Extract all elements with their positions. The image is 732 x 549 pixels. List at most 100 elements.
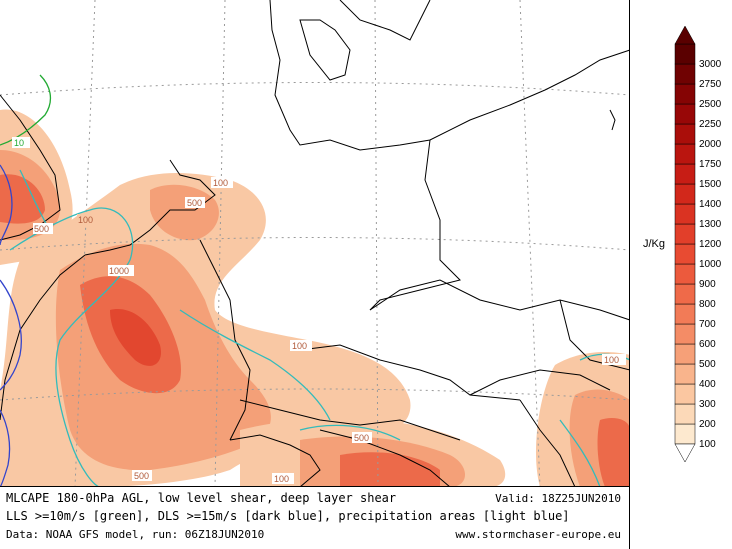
border-hu bbox=[469, 369, 611, 396]
border-cz bbox=[369, 279, 629, 321]
colorbar-tick-label: 2750 bbox=[699, 79, 722, 90]
colorbar-legend: J/Kg 100 200 300 400 500 600 700 800 900 1000 1200… bbox=[631, 0, 732, 487]
map-canvas: 10 100 500 1000 100 500 100 500 100 500 … bbox=[0, 0, 629, 486]
precipitation-contours bbox=[9, 169, 629, 486]
colorbar-tick-label: 200 bbox=[699, 419, 716, 430]
colorbar-tick-label: 300 bbox=[699, 399, 716, 410]
colorbar-segment bbox=[674, 203, 696, 225]
coast-north bbox=[269, 0, 629, 151]
contour-label: 500 bbox=[34, 224, 49, 234]
contour-label: 100 bbox=[274, 474, 289, 484]
footer-panel: MLCAPE 180-0hPa AGL, low level shear, de… bbox=[0, 487, 630, 549]
colorbar-tick-label: 2250 bbox=[699, 119, 722, 130]
colorbar-tick-label: 2500 bbox=[699, 99, 722, 110]
footer-data-source: Data: NOAA GFS model, run: 06Z18JUN2010 bbox=[6, 528, 265, 541]
contour-label: 100 bbox=[292, 341, 307, 351]
colorbar-segment bbox=[674, 63, 696, 85]
coast-baltic-island bbox=[609, 109, 616, 131]
contour-label: 100 bbox=[213, 178, 228, 188]
cape-area-france-peak bbox=[110, 309, 161, 366]
label-bg bbox=[185, 197, 205, 208]
coast-med bbox=[229, 434, 321, 486]
contour-label: 500 bbox=[134, 471, 149, 481]
colorbar-segments bbox=[674, 25, 696, 463]
contour-label: 1000 bbox=[109, 266, 129, 276]
colorbar-tick-label: 1300 bbox=[699, 219, 722, 230]
coast-scandinavia bbox=[339, 0, 431, 41]
colorbar-min-arrow bbox=[674, 443, 696, 463]
contour-label: 500 bbox=[354, 433, 369, 443]
colorbar-max-arrow bbox=[674, 25, 696, 45]
colorbar-svg: J/Kg 100 200 300 400 500 600 700 800 900 1000 1200… bbox=[643, 25, 722, 463]
colorbar-segment bbox=[674, 43, 696, 65]
border-alps bbox=[239, 399, 461, 441]
coast-uk bbox=[0, 94, 61, 241]
colorbar-tick-label: 400 bbox=[699, 379, 716, 390]
colorbar-tick-label: 600 bbox=[699, 339, 716, 350]
colorbar-segment bbox=[674, 143, 696, 165]
cape-area-east-high bbox=[597, 418, 629, 486]
coast-denmark bbox=[299, 19, 351, 81]
colorbar-segment bbox=[674, 343, 696, 365]
colorbar-segment bbox=[674, 83, 696, 105]
colorbar-segment bbox=[674, 123, 696, 145]
cape-fill-areas bbox=[0, 109, 629, 486]
colorbar-tick-label: 800 bbox=[699, 299, 716, 310]
label-bg bbox=[290, 340, 312, 351]
footer-valid-time: Valid: 18Z25JUN2010 bbox=[495, 492, 621, 505]
graticule bbox=[0, 0, 629, 486]
colorbar-segment bbox=[674, 283, 696, 305]
label-bg bbox=[33, 223, 53, 234]
colorbar-tick-label: 1400 bbox=[699, 199, 722, 210]
border-de-fr bbox=[199, 239, 251, 441]
label-bg bbox=[12, 137, 30, 148]
coast-benelux bbox=[84, 159, 216, 256]
label-bg bbox=[602, 354, 626, 365]
colorbar-tick-label: 1200 bbox=[699, 239, 722, 250]
colorbar-tick-label: 100 bbox=[699, 439, 716, 450]
colorbar-segment bbox=[674, 183, 696, 205]
colorbar-segment bbox=[674, 223, 696, 245]
colorbar-ticks: 100 200 300 400 500 600 700 800 900 1000 1200 1300 1… bbox=[699, 59, 722, 450]
label-bg bbox=[108, 265, 134, 276]
colorbar-tick-label: 3000 bbox=[699, 59, 722, 70]
colorbar-tick-label: 700 bbox=[699, 319, 716, 330]
colorbar-segment bbox=[674, 263, 696, 285]
contour-label: 100 bbox=[78, 215, 93, 225]
contour-label: 100 bbox=[604, 355, 619, 365]
colorbar-unit: J/Kg bbox=[643, 238, 665, 250]
footer-legend-line: LLS >=10m/s [green], DLS >=15m/s [dark b… bbox=[6, 509, 570, 523]
label-bg bbox=[272, 473, 294, 484]
coast-italy bbox=[319, 429, 450, 486]
label-bg bbox=[132, 470, 152, 481]
colorbar-segment bbox=[674, 423, 696, 445]
cape-map: 10 100 500 1000 100 500 100 500 100 500 … bbox=[0, 0, 630, 487]
contour-labels: 10 100 500 1000 100 500 100 500 100 500 … bbox=[12, 137, 626, 484]
border-de-pl bbox=[369, 139, 461, 311]
deep-layer-shear-contours bbox=[0, 164, 22, 486]
colorbar-segment bbox=[674, 103, 696, 125]
colorbar-tick-label: 1000 bbox=[699, 259, 722, 270]
colorbar-segment bbox=[674, 163, 696, 185]
label-bg bbox=[211, 177, 233, 188]
footer-title: MLCAPE 180-0hPa AGL, low level shear, de… bbox=[6, 491, 397, 505]
border-balkan bbox=[519, 399, 576, 486]
label-bg bbox=[77, 214, 97, 225]
colorbar-segment bbox=[674, 323, 696, 345]
colorbar-tick-label: 1500 bbox=[699, 179, 722, 190]
colorbar-tick-label: 1750 bbox=[699, 159, 722, 170]
colorbar-segment bbox=[674, 383, 696, 405]
colorbar-segment bbox=[674, 363, 696, 385]
colorbar-tick-label: 2000 bbox=[699, 139, 722, 150]
contour-label: 10 bbox=[14, 138, 24, 148]
footer-website: www.stormchaser-europe.eu bbox=[455, 528, 621, 541]
coastlines-borders bbox=[0, 0, 629, 486]
colorbar-tick-label: 500 bbox=[699, 359, 716, 370]
colorbar-segment bbox=[674, 303, 696, 325]
colorbar-segment bbox=[674, 403, 696, 425]
colorbar-tick-label: 900 bbox=[699, 279, 716, 290]
contour-label: 500 bbox=[187, 198, 202, 208]
cape-area-south-high bbox=[340, 452, 440, 486]
colorbar-segment bbox=[674, 243, 696, 265]
label-bg bbox=[352, 432, 372, 443]
